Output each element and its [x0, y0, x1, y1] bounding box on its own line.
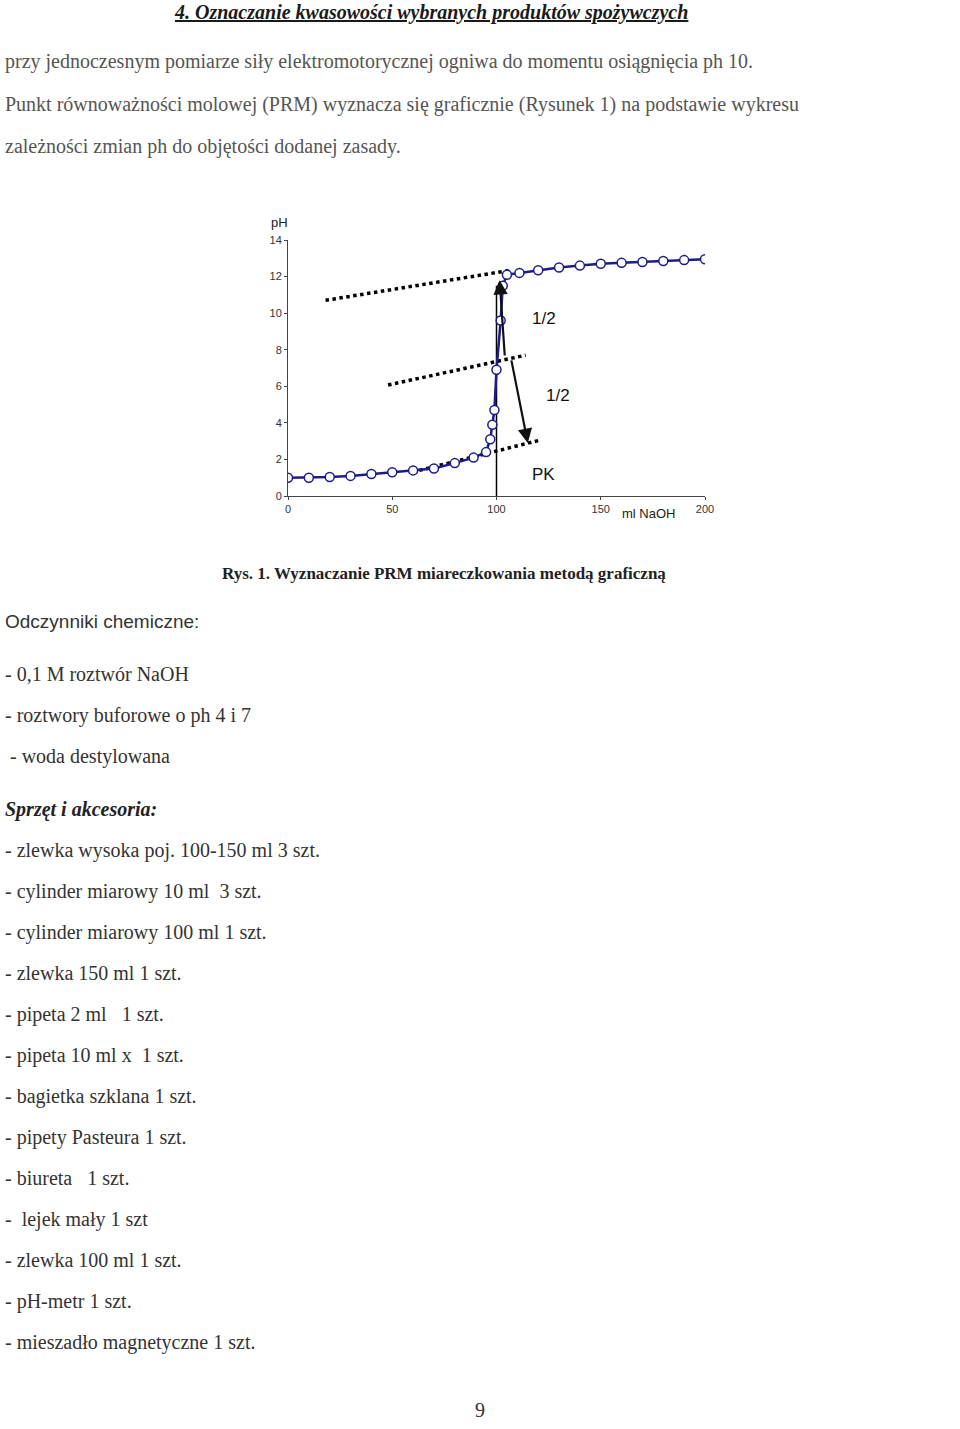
html-text:Odczynniki chemiczne:: Odczynniki chemiczne:: [5, 611, 200, 632]
svg-text:pH: pH: [271, 215, 288, 230]
html-text:- zlewka 150 ml 1 szt.: - zlewka 150 ml 1 szt.: [5, 962, 182, 984]
svg-text:PK: PK: [532, 465, 555, 484]
html-text:Rys. 1. Wyznaczanie PRM miarec: Rys. 1. Wyznaczanie PRM miareczkowania m…: [222, 564, 666, 583]
html-text:- lejek mały 1 szt: - lejek mały 1 szt: [5, 1208, 148, 1230]
svg-text:2: 2: [276, 453, 282, 465]
html-text:- cylinder miarowy 10 ml 3 szt: - cylinder miarowy 10 ml 3 szt.: [5, 880, 262, 902]
svg-text:8: 8: [276, 344, 282, 356]
html-text:- zlewka 100 ml 1 szt.: - zlewka 100 ml 1 szt.: [5, 1249, 182, 1271]
svg-text:12: 12: [270, 270, 282, 282]
html-text:- zlewka wysoka poj. 100-150 m: - zlewka wysoka poj. 100-150 ml 3 szt.: [5, 839, 320, 861]
svg-text:ml NaOH: ml NaOH: [622, 506, 675, 521]
svg-text:200: 200: [696, 503, 714, 515]
html-text:- pH-metr 1 szt.: - pH-metr 1 szt.: [5, 1290, 132, 1312]
html-text:9: 9: [475, 1399, 485, 1421]
html-text:Sprzęt i akcesoria:: Sprzęt i akcesoria:: [5, 798, 158, 820]
html-text:zależności zmian ph do objętoś: zależności zmian ph do objętości dodanej…: [5, 135, 401, 157]
html-text:4. Oznaczanie kwasowości wybra: 4. Oznaczanie kwasowości wybranych produ…: [175, 1, 689, 23]
html-text:- pipety Pasteura 1 szt.: - pipety Pasteura 1 szt.: [5, 1126, 187, 1148]
svg-text:4: 4: [276, 417, 282, 429]
svg-text:1/2: 1/2: [546, 386, 570, 405]
html-text:przy jednoczesnym pomiarze sił: przy jednoczesnym pomiarze siły elektrom…: [5, 50, 754, 72]
svg-text:1/2: 1/2: [532, 309, 556, 328]
html-text:- 0,1 M roztwór NaOH: - 0,1 M roztwór NaOH: [5, 663, 189, 685]
html-text:Punkt równoważności molowej (P: Punkt równoważności molowej (PRM) wyznac…: [5, 93, 799, 115]
svg-text:0: 0: [285, 503, 291, 515]
svg-text:14: 14: [270, 234, 282, 246]
html-text:- bagietka szklana 1 szt.: - bagietka szklana 1 szt.: [5, 1085, 197, 1107]
html-text:- pipeta 10 ml x 1 szt.: - pipeta 10 ml x 1 szt.: [5, 1044, 184, 1066]
svg-text:0: 0: [276, 490, 282, 502]
svg-text:6: 6: [276, 380, 282, 392]
html-text:- woda destylowana: - woda destylowana: [5, 745, 170, 767]
html-text:- roztwory buforowe o ph 4 i 7: - roztwory buforowe o ph 4 i 7: [5, 704, 252, 726]
svg-text:10: 10: [270, 307, 282, 319]
svg-text:100: 100: [487, 503, 505, 515]
svg-text:50: 50: [386, 503, 398, 515]
html-text:- cylinder miarowy 100 ml 1 sz: - cylinder miarowy 100 ml 1 szt.: [5, 921, 267, 943]
html-text:- mieszadło magnetyczne 1 szt.: - mieszadło magnetyczne 1 szt.: [5, 1331, 256, 1353]
html-text:- biureta 1 szt.: - biureta 1 szt.: [5, 1167, 130, 1189]
html-text:- pipeta 2 ml 1 szt.: - pipeta 2 ml 1 szt.: [5, 1003, 164, 1025]
svg-text:150: 150: [592, 503, 610, 515]
